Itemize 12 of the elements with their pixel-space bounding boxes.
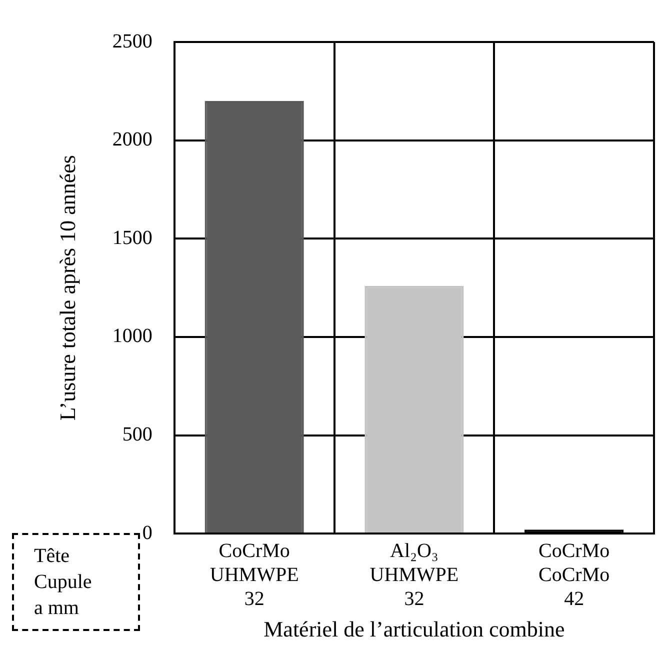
x-axis-title: Matériel de l’articulation combine [264, 616, 565, 642]
x-tick-label: Al₂O₃ UHMWPE 32 [370, 540, 459, 610]
y-tick-label: 2500 [112, 30, 152, 52]
x-tick-label: CoCrMo CoCrMo 42 [538, 540, 610, 610]
y-tick-label: 2000 [112, 128, 152, 151]
text: Tête Cupule a mm [12, 533, 140, 631]
y-tick-label: 0 [142, 522, 152, 544]
x-tick-label: CoCrMo UHMWPE 32 [210, 540, 299, 610]
y-tick-label: 500 [122, 424, 152, 446]
y-tick-label: 1000 [112, 325, 152, 348]
y-axis-title: L’usure totale après 10 années [54, 155, 80, 421]
y-tick-label: 1500 [112, 226, 152, 249]
